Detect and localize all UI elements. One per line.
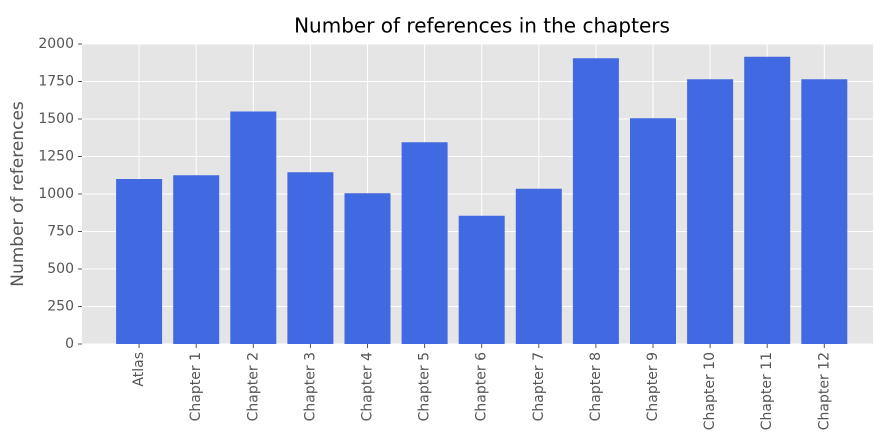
bar [344, 193, 391, 344]
y-tick-label: 500 [47, 261, 74, 277]
bar [515, 188, 562, 344]
x-tick-label: Chapter 10 [702, 352, 718, 430]
x-tick-label: Chapter 11 [759, 352, 775, 430]
bar [458, 215, 505, 344]
bar [401, 142, 448, 344]
bar [173, 175, 220, 344]
x-tick-label: Chapter 9 [645, 352, 661, 421]
bar [287, 172, 334, 344]
y-axis-label: Number of references [8, 101, 28, 287]
x-tick-label: Chapter 6 [474, 352, 490, 421]
chart-title: Number of references in the chapters [294, 14, 670, 38]
x-tick-label: Chapter 12 [816, 352, 832, 430]
x-tick-label: Chapter 8 [588, 352, 604, 421]
x-tick-label: Chapter 7 [531, 352, 547, 421]
bar [801, 79, 848, 344]
x-tick-label: Chapter 5 [417, 352, 433, 421]
x-tick-label: Atlas [131, 352, 147, 387]
bar [230, 111, 277, 344]
y-tick-label: 750 [47, 224, 74, 240]
y-tick-label: 1000 [38, 186, 74, 202]
x-tick-label: Chapter 3 [302, 352, 318, 421]
x-tick-label: Chapter 2 [245, 352, 261, 421]
bar [116, 179, 163, 344]
y-tick-label: 1250 [38, 149, 74, 165]
y-tick-label: 1500 [38, 111, 74, 127]
x-tick-label: Chapter 4 [360, 352, 376, 421]
y-tick-label: 1750 [38, 74, 74, 90]
bar [572, 58, 619, 344]
y-tick-label: 2000 [38, 36, 74, 52]
bar [630, 118, 676, 344]
x-tick-label: Chapter 1 [188, 352, 204, 421]
y-tick-label: 0 [65, 336, 74, 352]
bar [744, 56, 791, 344]
y-tick-label: 250 [47, 299, 74, 315]
bar [687, 79, 734, 344]
